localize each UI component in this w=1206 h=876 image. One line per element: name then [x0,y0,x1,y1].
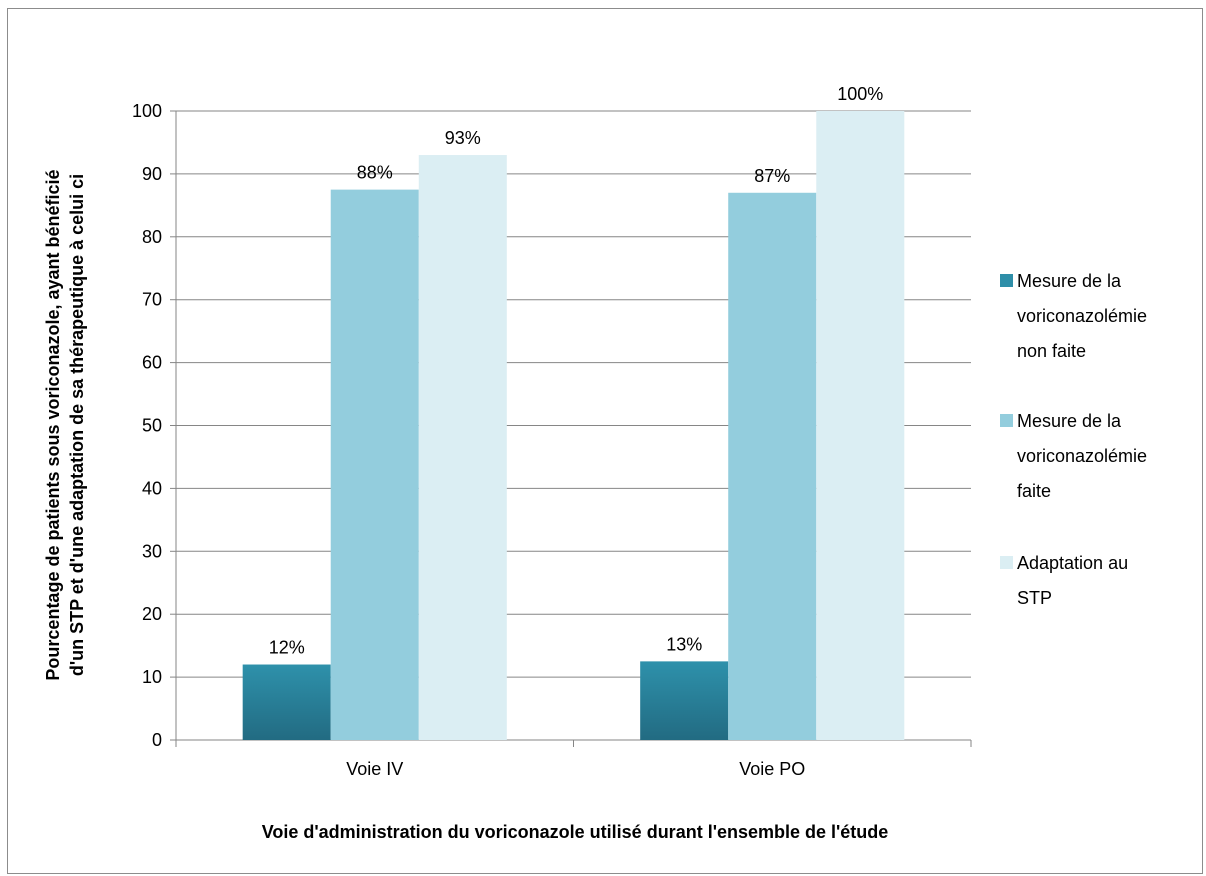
y-axis-title-line: Pourcentage de patients sous voriconazol… [43,169,63,680]
legend-label: faite [1017,481,1051,501]
y-tick-label: 0 [152,730,162,750]
bars [242,111,905,740]
x-axis: Voie IV Voie PO [175,739,972,779]
y-tick-label: 60 [142,353,162,373]
y-tick-label: 80 [142,227,162,247]
x-tick-label: Voie PO [739,759,805,779]
legend-swatch [1000,414,1013,427]
legend-label: voriconazolémie [1017,446,1147,466]
data-label: 93% [445,128,481,148]
data-label: 88% [357,163,393,183]
legend-swatch [1000,274,1013,287]
y-tick-label: 100 [132,101,162,121]
data-label: 100% [837,84,883,104]
bar [816,111,905,740]
x-tick-label: Voie IV [346,759,403,779]
y-tick-label: 50 [142,416,162,436]
y-tick-label: 40 [142,478,162,498]
data-label: 13% [666,634,702,654]
y-tick-label: 30 [142,541,162,561]
y-tick-label: 70 [142,290,162,310]
legend-label: voriconazolémie [1017,306,1147,326]
data-label: 87% [754,166,790,186]
bar [242,664,331,740]
legend: Mesure de la voriconazolémie non faite Mesu… [1000,271,1147,608]
legend-swatch [1000,556,1013,569]
chart-frame [7,8,1203,874]
legend-label: Adaptation au [1017,553,1128,573]
y-tick-label: 90 [142,164,162,184]
y-axis: 0 10 20 30 40 50 60 70 80 90 100 [132,101,177,750]
legend-label: Mesure de la [1017,271,1122,291]
bar [640,661,729,740]
x-axis-title: Voie d'administration du voriconazole ut… [262,822,889,842]
legend-label: non faite [1017,341,1086,361]
y-tick-label: 20 [142,604,162,624]
bar [728,192,817,740]
y-tick-label: 10 [142,667,162,687]
data-labels: 12% 88% 93% 13% 87% 100% [269,84,884,658]
bar [330,189,419,740]
legend-label: STP [1017,588,1052,608]
y-axis-title: Pourcentage de patients sous voriconazol… [43,169,87,680]
bar [418,155,507,740]
y-axis-title-line: d'un STP et d'une adaptation de sa théra… [67,174,87,676]
legend-label: Mesure de la [1017,411,1122,431]
data-label: 12% [269,638,305,658]
